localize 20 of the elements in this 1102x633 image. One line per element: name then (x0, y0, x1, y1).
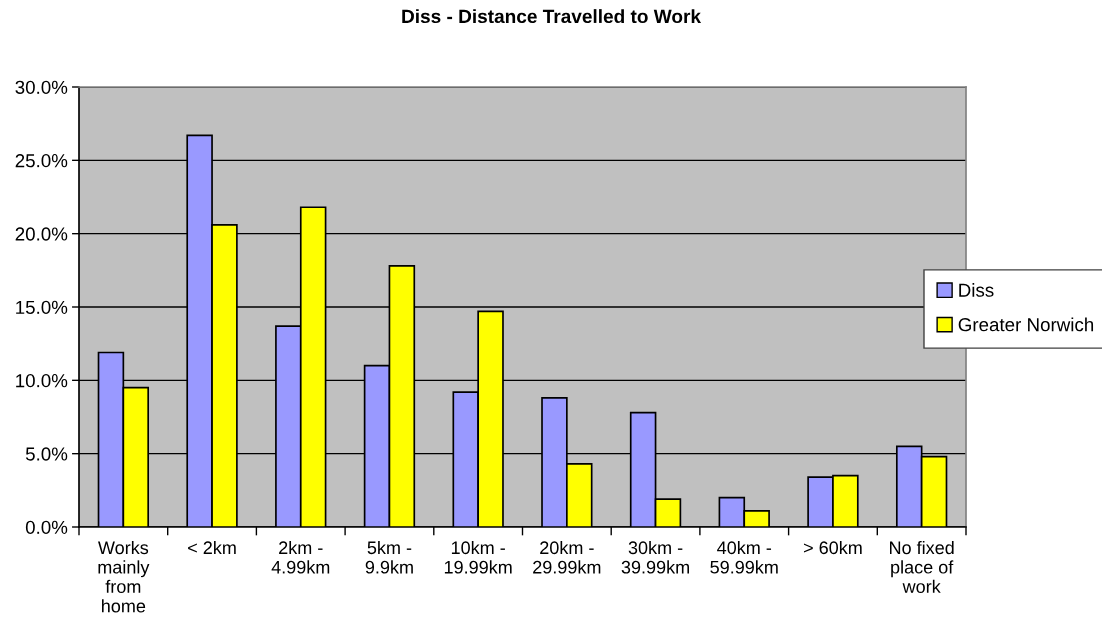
legend-label: Diss (959, 283, 994, 297)
y-tick-label: 20.0% (15, 227, 68, 241)
x-tick-label: 20km - 29.99km (533, 540, 601, 574)
y-tick-label: 25.0% (15, 154, 68, 168)
chart-title: Diss - Distance Travelled to Work (402, 9, 702, 24)
y-tick-label: 15.0% (16, 300, 68, 314)
x-tick-label: No fixed place of work (890, 540, 954, 594)
x-tick-label: > 60km (803, 540, 862, 555)
y-tick-label: 30.0% (15, 80, 68, 94)
y-tick-label: 5.0% (25, 447, 68, 461)
x-tick-label: 2km - 4.99km (271, 540, 330, 574)
legend-label: Greater Norwich (958, 317, 1094, 332)
x-tick-label: 30km - 39.99km (621, 540, 689, 574)
y-tick-label: 10.0% (16, 374, 68, 388)
x-tick-label: 5km - 9.9km (365, 540, 413, 574)
y-tick-label: 0.0% (25, 520, 68, 534)
x-tick-label: < 2km (188, 540, 236, 554)
x-tick-label: 10km - 19.99km (444, 540, 512, 574)
x-tick-label: 40km - 59.99km (710, 540, 778, 574)
x-tick-label: Works mainly from home (98, 540, 150, 613)
